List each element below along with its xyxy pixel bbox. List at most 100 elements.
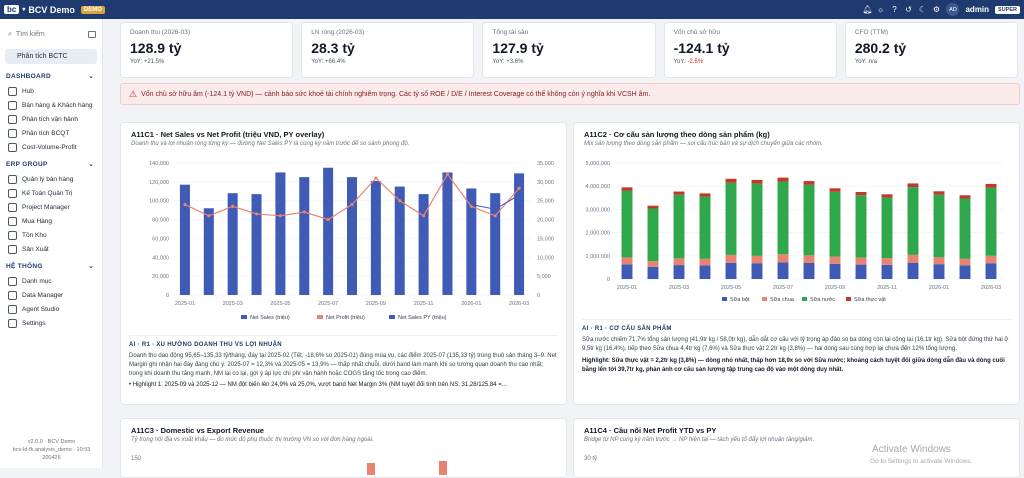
y2-tick-label: 15,000 bbox=[537, 236, 554, 242]
book-icon bbox=[8, 188, 17, 198]
x-tick-label: 2025-05 bbox=[270, 301, 290, 307]
chart-card-np-bridge: A11C4 · Cầu nối Net Profit YTD vs PY Bri… bbox=[573, 418, 1020, 478]
bar-segment bbox=[777, 254, 789, 263]
bar-segment bbox=[881, 197, 893, 259]
y-tick-label: 5,000,000 bbox=[586, 161, 610, 167]
activate-windows-title: Activate Windows bbox=[872, 444, 951, 455]
bar-segment bbox=[985, 183, 997, 188]
sidebar-item-cvp[interactable]: Cost-Volume-Profit bbox=[0, 140, 102, 154]
avatar[interactable]: AD bbox=[946, 3, 960, 16]
section-erp-group[interactable]: ERP GROUP ⌄ bbox=[6, 160, 94, 169]
history-icon[interactable]: ↺ bbox=[905, 4, 912, 14]
sidebar-item-sales-mgmt[interactable]: Quản lý bán hàng bbox=[0, 172, 102, 186]
bar-segment bbox=[907, 187, 919, 255]
legend-swatch bbox=[846, 297, 851, 301]
legend-label: Net Sales (triệu) bbox=[250, 315, 290, 321]
y2-tick-label: 10,000 bbox=[537, 255, 554, 261]
sidebar-item-production[interactable]: Sản Xuất bbox=[0, 242, 102, 256]
bar-net-sales bbox=[251, 194, 262, 295]
moon-icon[interactable]: ☾ bbox=[918, 4, 927, 14]
legend-label: Sữa chua bbox=[770, 297, 795, 303]
y-tick-label: 40,000 bbox=[152, 255, 169, 261]
search-box[interactable]: ⌕ Tìm kiếm bbox=[0, 19, 102, 47]
search-input[interactable]: Tìm kiếm bbox=[15, 31, 45, 38]
section-system[interactable]: HỆ THỐNG ⌄ bbox=[6, 262, 94, 271]
kpi-card-total-assets: Tổng tài sản 127.9 tỷ YoY: +3.6% bbox=[482, 22, 656, 78]
bar-segment bbox=[959, 198, 971, 259]
bar-segment bbox=[621, 257, 633, 265]
bar-segment bbox=[829, 191, 841, 257]
sidebar-item-project[interactable]: Project Manager bbox=[0, 200, 102, 214]
bar-segment bbox=[777, 181, 789, 255]
sidebar-item-settings[interactable]: Settings bbox=[0, 316, 102, 330]
bar-segment bbox=[621, 187, 633, 191]
bar-segment bbox=[933, 257, 945, 265]
kpi-card-net-profit: LN ròng (2026-03) 28.3 tỷ YoY: +66.4% bbox=[301, 22, 475, 78]
box-icon bbox=[8, 230, 17, 240]
sidebar-item-operations[interactable]: Phân tích vận hành bbox=[0, 112, 102, 126]
sidebar-item-sales[interactable]: Bán hàng & Khách hàng bbox=[0, 98, 102, 112]
bar-segment bbox=[881, 258, 893, 265]
bell-icon[interactable]: 🔔︎ bbox=[862, 4, 873, 14]
chart-card-domestic-export: A11C3 · Domestic vs Export Revenue Tỷ tr… bbox=[120, 418, 567, 478]
point-net-profit bbox=[326, 217, 330, 222]
sidebar-item-bcqt[interactable]: Phân tích BCQT bbox=[0, 126, 102, 140]
collapse-sidebar-icon[interactable] bbox=[88, 31, 96, 38]
point-net-profit bbox=[422, 214, 426, 218]
y-tick-label: 140,000 bbox=[149, 161, 169, 167]
hub-icon bbox=[8, 86, 17, 96]
legend-label: Net Sales PY (triệu) bbox=[398, 315, 447, 321]
sidebar-item-hub[interactable]: Hub bbox=[0, 84, 102, 98]
chart-card-net-sales: A11C1 · Net Sales vs Net Profit (triệu V… bbox=[120, 122, 567, 405]
bar-segment bbox=[829, 263, 841, 279]
x-tick-label: 2025-07 bbox=[318, 301, 338, 307]
bar-segment bbox=[907, 183, 919, 188]
bar-segment bbox=[933, 194, 945, 258]
kpi-card-equity: Vốn chủ sở hữu -124.1 tỷ YoY: -2.6% bbox=[663, 22, 837, 78]
help-icon[interactable]: ? bbox=[892, 4, 897, 14]
y-tick-label: 4,000,000 bbox=[586, 184, 610, 190]
bar bbox=[367, 463, 375, 475]
user-name[interactable]: admin bbox=[965, 5, 990, 14]
database-icon bbox=[8, 290, 17, 300]
x-tick-label: 2025-03 bbox=[669, 285, 689, 291]
sidebar-item-active[interactable]: Phân tích BCTC bbox=[5, 49, 97, 64]
bar-segment bbox=[725, 262, 737, 279]
sidebar-item-data-manager[interactable]: Data Manager bbox=[0, 288, 102, 302]
y-tick-label: 60,000 bbox=[152, 236, 169, 242]
app-name: BCV Demo bbox=[28, 4, 75, 15]
logo-mark: bc bbox=[4, 5, 20, 14]
sidebar-item-catalog[interactable]: Danh mục bbox=[0, 274, 102, 288]
y2-tick-label: 25,000 bbox=[537, 199, 554, 205]
sun-icon[interactable]: ☼ bbox=[876, 4, 885, 14]
bar-segment bbox=[621, 264, 633, 279]
section-dashboard[interactable]: DASHBOARD ⌄ bbox=[6, 72, 94, 81]
sidebar-item-purchasing[interactable]: Mua Hàng bbox=[0, 214, 102, 228]
top-bar: bc ▾ BCV Demo DEMO 🔔︎ ☼ ? ↺ ☾ ⚙ AD admin… bbox=[0, 0, 1024, 19]
y-axis-tick: 150 bbox=[131, 456, 142, 462]
y2-tick-label: 35,000 bbox=[537, 161, 554, 167]
bar-segment bbox=[725, 254, 737, 263]
sidebar-item-agent-studio[interactable]: Agent Studio bbox=[0, 302, 102, 316]
y-tick-label: 100,000 bbox=[149, 199, 169, 205]
bar-segment bbox=[621, 190, 633, 258]
kpi-card-revenue: Doanh thu (2026-03) 128.9 tỷ YoY: +21.5% bbox=[120, 22, 294, 78]
bar-segment bbox=[751, 255, 763, 264]
sidebar-item-inventory[interactable]: Tồn Kho bbox=[0, 228, 102, 242]
point-net-profit bbox=[254, 212, 259, 216]
point-net-profit bbox=[278, 214, 282, 218]
bar-net-sales bbox=[370, 180, 381, 295]
gear-icon[interactable]: ⚙ bbox=[932, 4, 941, 14]
demo-badge: DEMO bbox=[80, 5, 105, 14]
bar-segment bbox=[647, 205, 659, 209]
point-net-profit bbox=[350, 202, 354, 207]
app-logo[interactable]: bc ▾ BCV Demo DEMO bbox=[4, 5, 105, 15]
point-net-profit bbox=[207, 214, 211, 218]
sidebar-item-accounting[interactable]: Kế Toán Quản Trị bbox=[0, 186, 102, 200]
warning-icon: ⚠ bbox=[129, 88, 138, 99]
bar-net-sales bbox=[514, 173, 525, 295]
legend-swatch bbox=[389, 315, 395, 319]
y2-tick-label: 0 bbox=[537, 293, 540, 299]
bar-segment bbox=[803, 262, 815, 279]
kpi-card-cfo: CFO (TTM) 280.2 tỷ YoY: n/a bbox=[844, 22, 1019, 78]
